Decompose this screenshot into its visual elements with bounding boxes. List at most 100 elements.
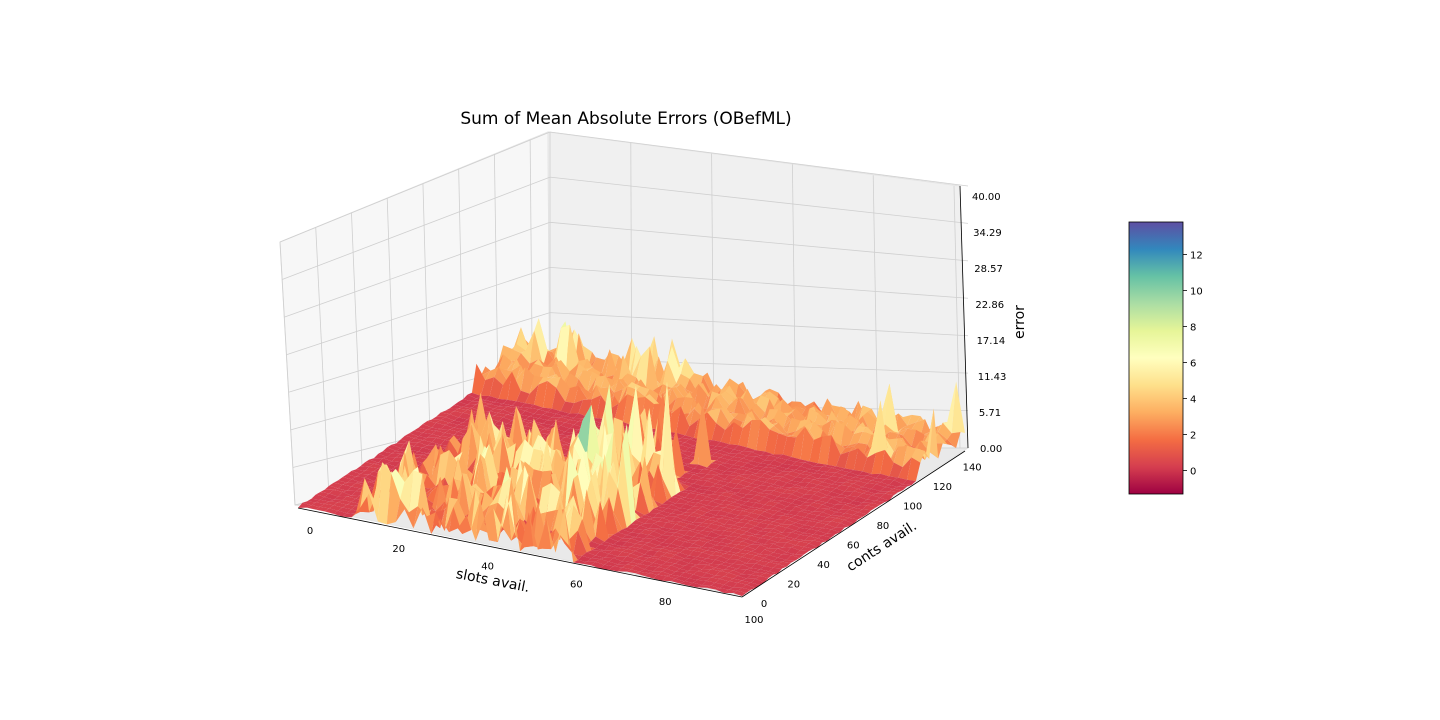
surface-facet — [711, 460, 725, 465]
surface-facet — [688, 550, 703, 557]
surface-facet — [791, 522, 805, 528]
surface-facet — [662, 546, 676, 551]
surface-facet — [813, 484, 828, 490]
surface-facet — [480, 377, 495, 397]
surface-facet — [680, 482, 694, 487]
surface-facet — [653, 574, 667, 581]
surface-facet — [639, 554, 654, 558]
surface-facet — [525, 416, 539, 422]
surface-facet — [617, 529, 632, 535]
surface-facet — [778, 500, 792, 507]
surface-facet — [809, 479, 823, 485]
surface-facet — [706, 531, 721, 538]
surface-facet — [511, 367, 526, 391]
surface-facet — [724, 551, 738, 555]
surface-facet — [387, 461, 401, 467]
surface-facet — [413, 506, 427, 529]
surface-facet — [546, 482, 561, 513]
surface-facet — [800, 487, 814, 491]
x-tick-label: 80 — [659, 597, 672, 608]
surface-facet — [782, 536, 796, 541]
surface-facet — [729, 449, 743, 454]
surface-facet — [777, 532, 792, 537]
surface-facet — [435, 450, 450, 487]
surface-facet — [658, 464, 672, 501]
y-grid-line — [351, 212, 364, 490]
surface-facet — [684, 509, 698, 513]
colorbar — [1128, 221, 1184, 495]
surface-facet — [613, 541, 627, 547]
surface-facet — [635, 482, 650, 515]
surface-facet — [422, 507, 436, 535]
surface-facet — [591, 452, 605, 475]
surface-facet — [782, 514, 796, 518]
surface-facet — [534, 318, 548, 366]
surface-facet — [729, 396, 743, 405]
surface-facet — [689, 408, 703, 427]
surface-facet — [676, 406, 690, 436]
surface-facet — [395, 499, 410, 523]
surface-facet — [813, 530, 827, 536]
surface-facet — [631, 550, 645, 557]
surface-facet — [507, 405, 521, 409]
surface-facet — [706, 555, 720, 560]
surface-facet — [369, 458, 383, 463]
surface-facet — [498, 354, 512, 371]
surface-facet — [796, 419, 810, 432]
surface-facet — [680, 473, 694, 479]
surface-facet — [786, 540, 801, 546]
surface-facet — [889, 431, 903, 436]
surface-facet — [458, 406, 472, 410]
surface-facet — [786, 493, 801, 500]
surface-facet — [675, 530, 689, 536]
surface-facet — [675, 521, 690, 527]
surface-facet — [729, 509, 743, 516]
surface-facet — [684, 523, 698, 530]
surface-facet — [822, 472, 836, 477]
surface-facet — [675, 508, 690, 513]
surface-facet — [836, 442, 850, 449]
surface-facet — [373, 453, 388, 459]
surface-facet — [773, 533, 787, 538]
surface-facet — [844, 503, 859, 508]
surface-facet — [778, 471, 792, 475]
surface-facet — [760, 496, 774, 501]
surface-facet — [653, 521, 667, 528]
surface-facet — [684, 547, 698, 551]
surface-facet — [662, 539, 676, 544]
surface-facet — [844, 517, 858, 524]
surface-facet — [711, 506, 725, 511]
surface-facet — [626, 532, 641, 538]
surface-facet — [724, 504, 739, 510]
surface-facet — [751, 466, 765, 471]
surface-facet — [493, 494, 507, 542]
surface-facet — [431, 485, 445, 496]
surface-facet — [760, 490, 774, 494]
surface-facet — [685, 439, 699, 447]
surface-facet — [836, 451, 850, 469]
colorbar-tick-label: 4 — [1190, 395, 1196, 406]
surface-facet — [649, 508, 663, 514]
surface-facet — [645, 346, 659, 393]
surface-facet — [653, 537, 667, 543]
surface-facet — [639, 569, 654, 574]
surface-facet — [764, 571, 778, 575]
surface-facet — [600, 454, 614, 523]
surface-facet — [773, 409, 788, 430]
surface-facet — [378, 451, 392, 458]
surface-facet — [796, 466, 810, 472]
surface-facet — [724, 559, 738, 564]
surface-facet — [902, 422, 917, 430]
surface-facet — [706, 523, 721, 531]
surface-facet — [444, 497, 458, 531]
surface-facet — [840, 475, 854, 480]
surface-facet — [485, 396, 499, 403]
surface-facet — [342, 496, 356, 502]
surface-facet — [916, 416, 930, 429]
surface-facet — [640, 538, 654, 543]
surface-facet — [711, 483, 725, 488]
surface-facet — [840, 504, 854, 510]
surface-facet — [813, 522, 827, 528]
surface-facet — [738, 487, 752, 495]
surface-facet — [755, 470, 770, 474]
